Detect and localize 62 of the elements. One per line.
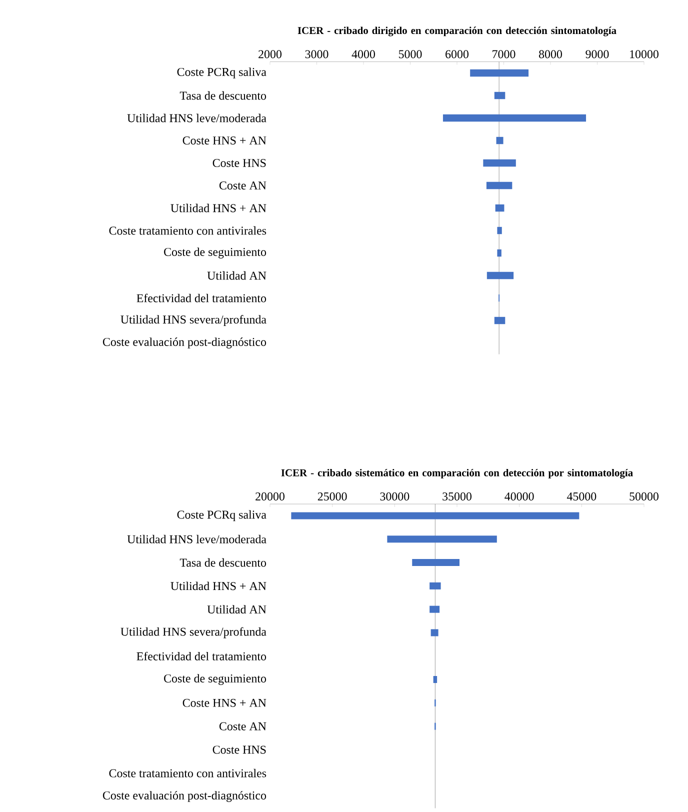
x-tick-label: 50000: [630, 492, 658, 500]
bar: [430, 629, 438, 636]
x-tick-label: 45000: [566, 492, 596, 500]
y-tick-label: Coste HNS + AN: [182, 698, 266, 707]
bar: [483, 159, 516, 167]
x-tick-label: 6000: [446, 50, 468, 58]
x-tick-label: 40000: [504, 492, 534, 500]
y-tick-label: Coste PCRq saliva: [177, 68, 266, 78]
y-tick-label: Coste HNS: [212, 158, 266, 168]
x-tick-label: 35000: [442, 492, 472, 500]
bar: [494, 92, 506, 100]
y-tick-label: Coste evaluación post-diagnóstico: [102, 338, 266, 348]
bar: [495, 204, 504, 212]
y-tick-label: Coste HNS + AN: [182, 136, 266, 145]
x-tick-label: 9000: [586, 50, 609, 58]
y-tick-label: Tasa de descuento: [180, 91, 266, 100]
x-tick-label: 8000: [538, 50, 562, 58]
y-tick-label: Coste AN: [219, 181, 266, 190]
bar: [387, 536, 497, 543]
bar: [430, 606, 440, 613]
y-tick-label: Coste PCRq saliva: [177, 510, 266, 522]
x-tick-label: 2000: [258, 50, 282, 58]
x-tick-label: 4000: [352, 50, 375, 58]
y-tick-label: Utilidad HNS severa/profunda: [120, 627, 266, 638]
y-tick-label: Utilidad HNS severa/profunda: [120, 315, 266, 326]
bar: [291, 512, 580, 520]
bar: [433, 676, 438, 684]
chart-title: ICER - cribado dirigido en comparación con detección sintomatología: [298, 26, 616, 36]
x-tick-label: 5000: [398, 50, 422, 58]
y-tick-label: Coste tratamiento con antivirales: [109, 768, 266, 778]
x-tick-label: 30000: [380, 492, 410, 500]
y-tick-label: Utilidad HNS leve/moderada: [127, 534, 266, 544]
x-tick-label: 25000: [318, 492, 347, 500]
y-tick-label: Coste AN: [219, 722, 266, 730]
y-tick-label: Utilidad HNS + AN: [170, 582, 266, 590]
y-tick-label: Efectividad del tratamiento: [136, 294, 266, 302]
y-tick-label: Utilidad HNS leve/moderada: [127, 114, 266, 122]
y-tick-label: Utilidad AN: [207, 271, 266, 280]
y-tick-label: Coste HNS: [212, 746, 266, 754]
y-tick-label: Efectividad del tratamiento: [136, 652, 266, 660]
bar: [442, 114, 586, 122]
y-tick-label: Coste evaluación post-diagnóstico: [102, 791, 266, 802]
bar: [486, 272, 514, 280]
x-tick-label: 20000: [256, 492, 284, 500]
bar: [497, 226, 502, 234]
bar: [496, 136, 504, 144]
y-tick-label: Coste tratamiento con antivirales: [109, 226, 266, 235]
y-tick-label: Coste de seguimiento: [164, 674, 266, 685]
bar: [494, 316, 506, 324]
bar: [497, 249, 502, 257]
y-tick-label: Coste de seguimiento: [164, 248, 266, 258]
bar: [470, 69, 529, 77]
y-tick-label: Utilidad HNS + AN: [170, 204, 266, 212]
y-tick-label: Utilidad AN: [207, 605, 266, 614]
bar: [412, 559, 460, 566]
chart-title: ICER - cribado sistemático en comparación con detección por sintomatología: [281, 468, 633, 479]
x-tick-label: 3000: [305, 50, 328, 58]
y-tick-label: Tasa de descuento: [180, 558, 266, 567]
bar: [486, 182, 512, 190]
x-tick-label: 10000: [630, 50, 658, 58]
bar: [430, 582, 441, 590]
x-tick-label: 7000: [492, 50, 516, 58]
